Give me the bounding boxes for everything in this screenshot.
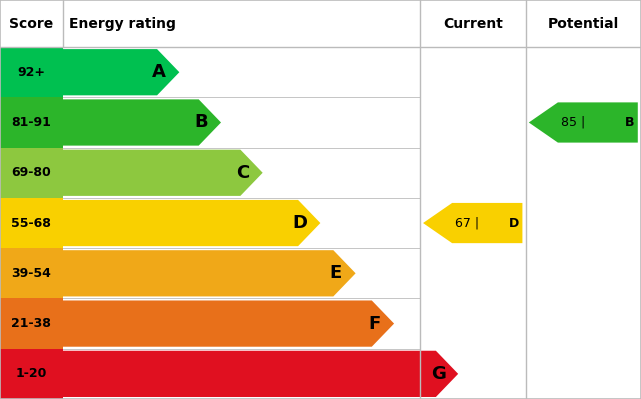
Bar [0,248,63,298]
Polygon shape [63,351,458,397]
Text: G: G [431,365,445,383]
Bar [0,97,63,148]
Polygon shape [63,150,263,196]
Text: 39-54: 39-54 [12,267,51,280]
Text: D: D [293,214,308,232]
Polygon shape [63,99,221,146]
Text: 85 |: 85 | [561,116,585,129]
Text: E: E [329,264,342,282]
Text: D: D [509,217,519,229]
Text: 69-80: 69-80 [12,166,51,179]
Bar [0,148,63,198]
Polygon shape [63,200,320,246]
Polygon shape [63,49,179,95]
Bar [0,298,63,349]
Polygon shape [63,300,394,347]
Text: A: A [153,63,166,81]
Text: 81-91: 81-91 [12,116,51,129]
Text: 67 |: 67 | [455,217,479,229]
Polygon shape [63,250,356,296]
Text: 1-20: 1-20 [16,367,47,380]
Text: B: B [194,113,208,132]
Text: 21-38: 21-38 [12,317,51,330]
Bar [0,349,63,399]
Polygon shape [423,203,522,243]
Text: C: C [236,164,249,182]
Bar [0,198,63,248]
Polygon shape [529,103,638,142]
Bar [0,47,63,97]
Text: Score: Score [9,16,54,31]
Text: 92+: 92+ [17,66,46,79]
Text: 55-68: 55-68 [12,217,51,229]
Text: Energy rating: Energy rating [69,16,176,31]
Text: Potential: Potential [547,16,619,31]
Text: F: F [368,314,380,333]
Text: Current: Current [443,16,503,31]
Text: B: B [625,116,635,129]
